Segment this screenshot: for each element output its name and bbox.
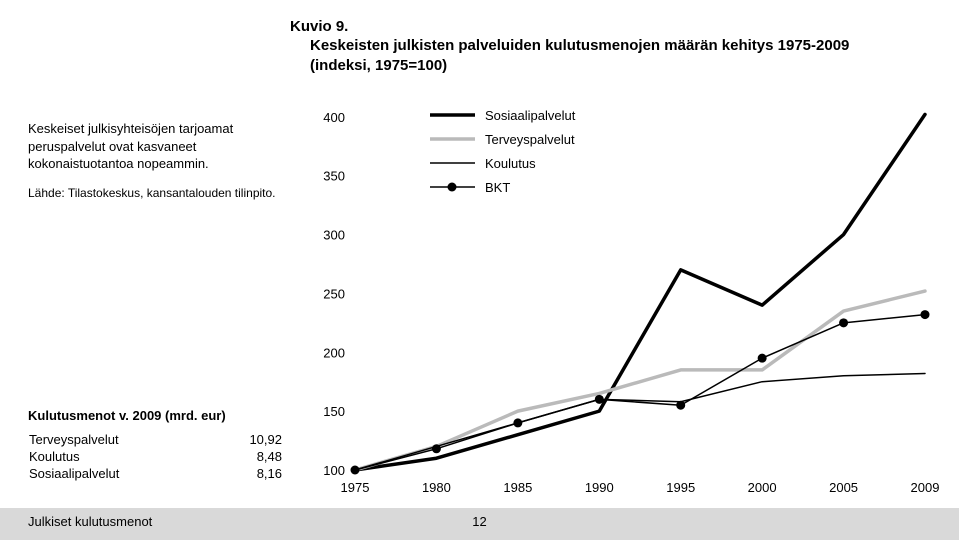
- svg-text:2000: 2000: [748, 480, 777, 495]
- expense-table: Terveyspalvelut10,92Koulutus8,48Sosiaali…: [28, 431, 283, 482]
- svg-text:1985: 1985: [503, 480, 532, 495]
- table-row: Terveyspalvelut10,92: [28, 431, 283, 448]
- expense-table-title: Kulutusmenot v. 2009 (mrd. eur): [28, 408, 283, 423]
- svg-text:100: 100: [323, 463, 345, 478]
- left-body-text: Keskeiset julkisyhteisöjen tarjoamat per…: [28, 120, 283, 173]
- figure-label: Kuvio 9.: [290, 18, 348, 35]
- svg-text:1990: 1990: [585, 480, 614, 495]
- footer-bar: Julkiset kulutusmenot 12: [0, 508, 959, 540]
- svg-text:250: 250: [323, 286, 345, 301]
- figure-title: Keskeisten julkisten palveluiden kulutus…: [310, 36, 870, 75]
- svg-text:300: 300: [323, 228, 345, 243]
- svg-text:1975: 1975: [341, 480, 370, 495]
- svg-text:Sosiaalipalvelut: Sosiaalipalvelut: [485, 108, 576, 123]
- svg-text:350: 350: [323, 169, 345, 184]
- footer-page-number: 12: [472, 514, 486, 529]
- table-row: Koulutus8,48: [28, 448, 283, 465]
- svg-text:1995: 1995: [666, 480, 695, 495]
- svg-text:BKT: BKT: [485, 180, 510, 195]
- svg-text:200: 200: [323, 345, 345, 360]
- svg-text:Terveyspalvelut: Terveyspalvelut: [485, 132, 575, 147]
- svg-text:400: 400: [323, 110, 345, 125]
- table-row: Sosiaalipalvelut8,16: [28, 465, 283, 482]
- svg-text:150: 150: [323, 404, 345, 419]
- footer-section: Julkiset kulutusmenot: [28, 514, 152, 529]
- svg-text:2005: 2005: [829, 480, 858, 495]
- line-chart: 100 150 200 250 300 350 400 1975 1980 1985 1990 199…: [300, 105, 940, 500]
- source-text: Lähde: Tilastokeskus, kansantalouden til…: [28, 185, 283, 201]
- svg-text:1980: 1980: [422, 480, 451, 495]
- svg-text:2009: 2009: [911, 480, 940, 495]
- svg-text:Koulutus: Koulutus: [485, 156, 536, 171]
